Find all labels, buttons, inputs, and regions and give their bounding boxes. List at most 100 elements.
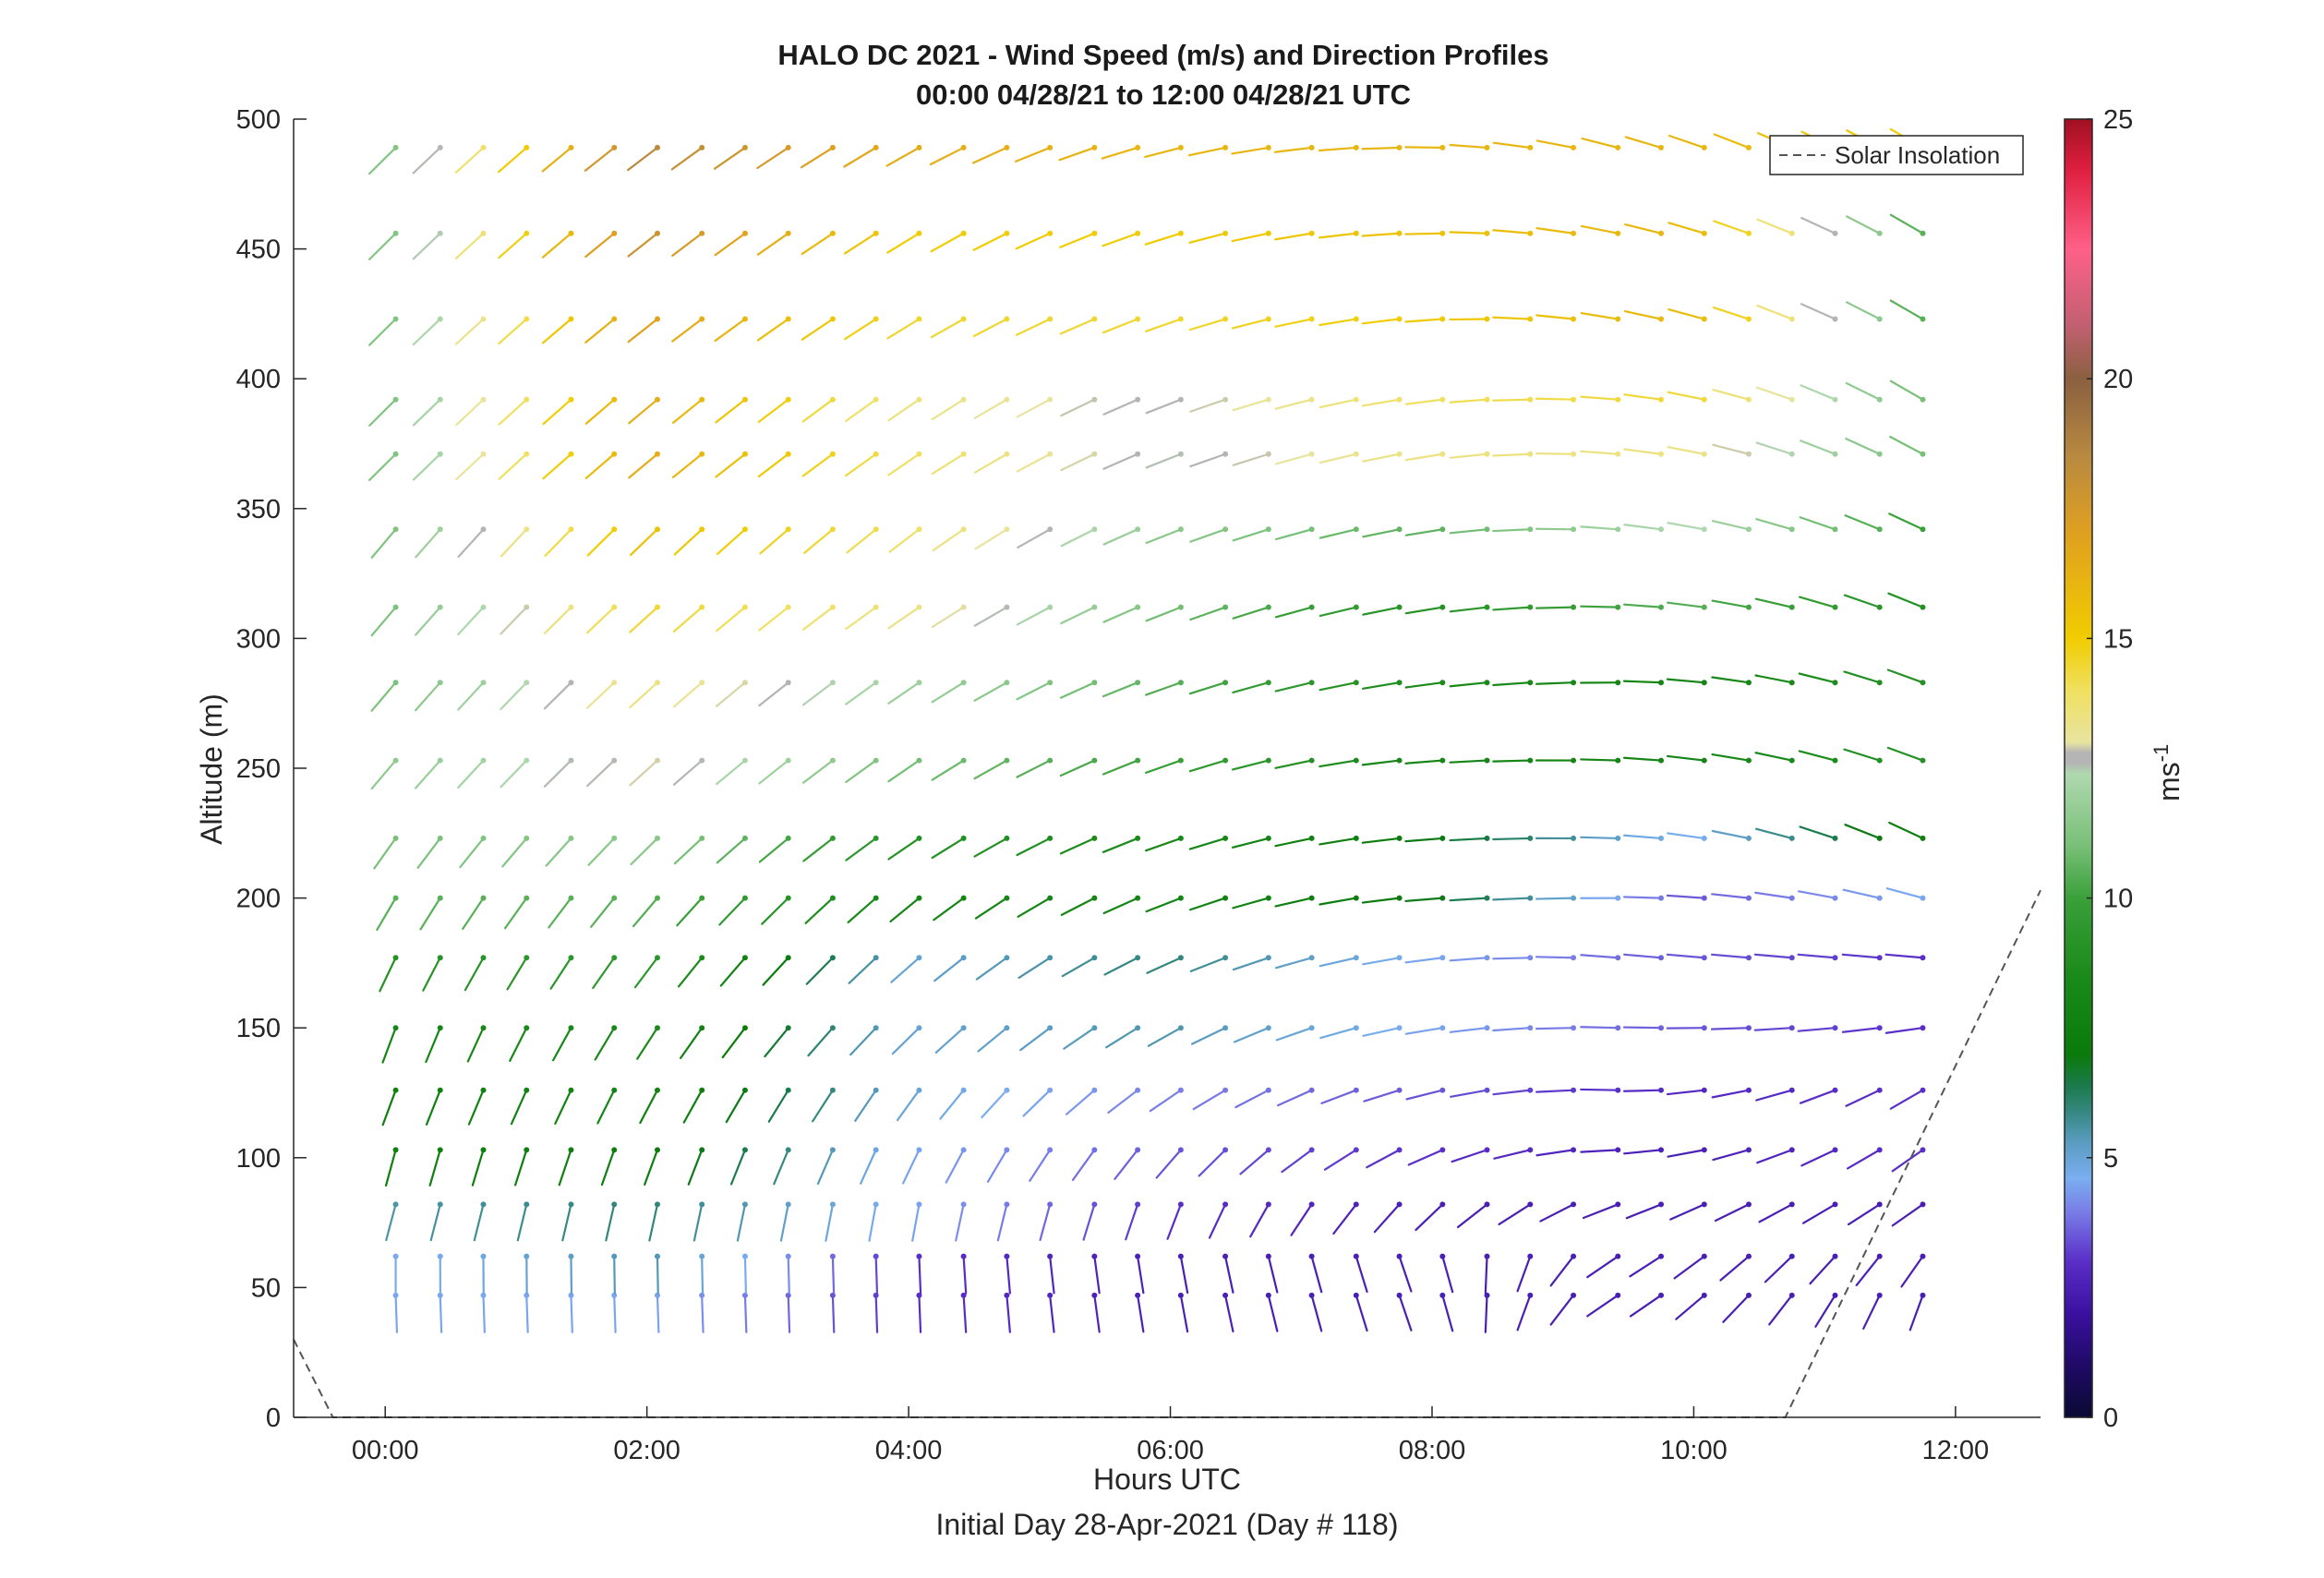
wind-barb	[801, 606, 834, 631]
wind-barb-head	[1745, 1253, 1752, 1259]
wind-barb	[1889, 299, 1924, 320]
wind-barb-head	[1920, 1253, 1926, 1259]
wind-barb	[1622, 1089, 1663, 1092]
wind-barb	[975, 957, 1008, 981]
wind-barb-head	[568, 316, 574, 322]
wind-barb-head	[568, 230, 574, 236]
wind-barb	[548, 897, 572, 929]
wind-barb-head	[1615, 895, 1621, 901]
wind-barb-head	[960, 526, 967, 533]
wind-barb-head	[524, 955, 530, 961]
wind-barb	[1889, 1089, 1924, 1110]
wind-barb-head	[654, 316, 660, 322]
wind-barb	[1887, 592, 1924, 608]
wind-barb-head	[1484, 1025, 1490, 1031]
wind-barb	[1711, 753, 1751, 762]
wind-barb	[586, 528, 616, 557]
wind-barb	[1845, 381, 1881, 401]
wind-barb-head	[1396, 835, 1403, 841]
wind-barb-head	[1745, 526, 1752, 533]
wind-barb-head	[873, 1087, 879, 1093]
x-tick-label: 00:00	[352, 1436, 419, 1465]
wind-barb	[1623, 524, 1663, 531]
wind-barb-head	[392, 144, 399, 151]
wind-barb	[1016, 606, 1052, 626]
wind-barb	[629, 528, 659, 557]
wind-barb-head	[1615, 1253, 1621, 1259]
wind-barb-head	[1571, 1147, 1577, 1153]
wind-barb	[1398, 1294, 1413, 1331]
wind-barb-head	[699, 1025, 705, 1031]
wind-barb	[1666, 601, 1705, 608]
wind-barb-head	[1047, 1147, 1054, 1153]
wind-barb	[1711, 520, 1751, 531]
wind-barb	[1362, 398, 1401, 407]
wind-barb	[592, 957, 616, 990]
wind-barb-head	[1396, 895, 1403, 901]
colorbar-label: ms-1	[2149, 744, 2186, 801]
wind-barb-head	[1658, 451, 1665, 457]
wind-barb	[929, 146, 965, 166]
wind-barb	[1623, 953, 1663, 959]
wind-barb	[1005, 1255, 1011, 1295]
wind-barb-head	[1353, 1292, 1359, 1298]
wind-barb-head	[1571, 1253, 1577, 1259]
wind-barb	[370, 681, 397, 712]
wind-barb-head	[1396, 526, 1403, 533]
wind-barb-head	[1439, 451, 1446, 457]
wind-barb	[671, 318, 704, 343]
wind-barb-head	[1047, 1087, 1054, 1093]
wind-barb-head	[392, 1201, 399, 1208]
wind-barb	[758, 606, 789, 632]
wind-barb-head	[960, 1147, 967, 1153]
wind-barb-head	[1135, 757, 1141, 764]
wind-barb-head	[1004, 955, 1010, 961]
wind-barb-head	[1745, 1201, 1752, 1208]
wind-barb-head	[1832, 895, 1838, 901]
wind-barb	[1274, 759, 1313, 769]
wind-barb	[1847, 1203, 1881, 1226]
wind-barb	[1017, 897, 1052, 918]
wind-barb-head	[568, 835, 574, 841]
wind-barb-head	[699, 955, 705, 961]
wind-barb	[500, 606, 528, 635]
wind-barb-head	[1353, 895, 1359, 901]
wind-barb	[422, 957, 441, 992]
wind-barb-head	[611, 895, 618, 901]
wind-barb	[1581, 138, 1620, 150]
wind-barb-head	[524, 396, 530, 403]
wind-barb	[673, 528, 704, 556]
wind-barb-head	[480, 1147, 487, 1153]
wind-barb	[671, 452, 704, 478]
wind-barb	[1841, 1027, 1881, 1033]
wind-barb	[887, 606, 921, 630]
wind-barb	[1492, 606, 1532, 611]
wind-barb	[1405, 1089, 1444, 1101]
wind-barb-head	[437, 396, 443, 403]
wind-barb-head	[1439, 1147, 1446, 1153]
wind-barb	[1049, 1255, 1055, 1295]
wind-barb-head	[654, 955, 660, 961]
wind-barb-head	[1745, 1147, 1752, 1153]
wind-barb	[1145, 897, 1182, 913]
wind-barb	[1149, 1089, 1182, 1113]
wind-barb	[846, 528, 877, 554]
wind-barb-head	[1571, 1292, 1577, 1298]
wind-barb	[586, 759, 616, 788]
wind-barb-head	[785, 1253, 791, 1259]
wind-barb-head	[480, 955, 487, 961]
wind-barb	[843, 146, 877, 168]
wind-barb	[756, 232, 789, 256]
wind-barb	[1189, 528, 1227, 543]
wind-barb	[1492, 398, 1532, 402]
wind-barb-head	[1701, 1087, 1707, 1093]
wind-barb	[825, 1203, 834, 1242]
wind-barb-head	[437, 1025, 443, 1031]
wind-barb-head	[829, 396, 836, 403]
wind-barb-head	[568, 1147, 574, 1153]
wind-barb	[1373, 1203, 1401, 1234]
wind-barb	[497, 146, 528, 174]
wind-barb-head	[1439, 835, 1446, 841]
wind-barb	[1710, 1027, 1751, 1030]
wind-barb	[757, 452, 789, 478]
